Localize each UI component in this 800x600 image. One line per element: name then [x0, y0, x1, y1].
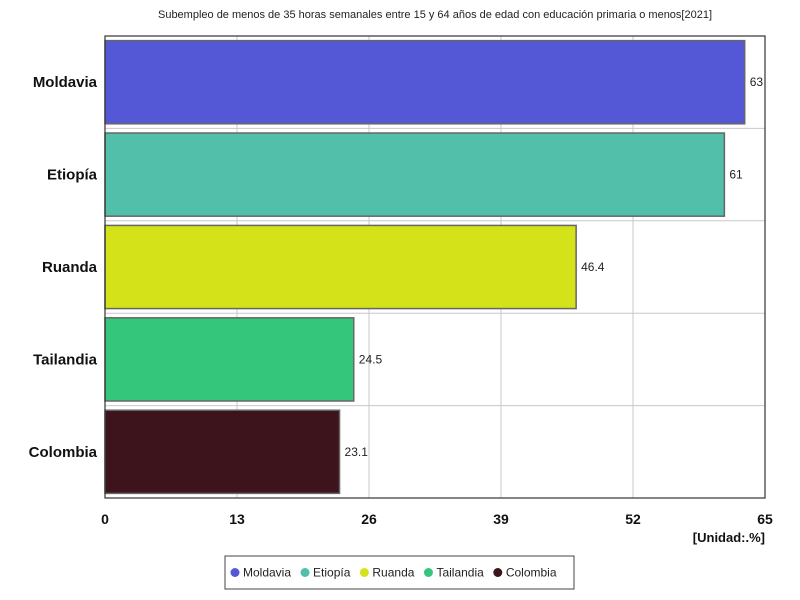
category-label: Moldavia [33, 74, 98, 91]
legend-swatch [300, 568, 310, 577]
category-label: Tailandia [33, 351, 98, 368]
unit-label: [Unidad:.%] [693, 530, 765, 545]
legend-swatch [230, 568, 240, 577]
value-label: 61 [729, 168, 743, 182]
bar-moldavia [104, 39, 746, 125]
value-label: 63 [750, 75, 764, 89]
plot-frame [104, 35, 766, 499]
value-label: 46.4 [581, 260, 605, 274]
x-tick-label: 13 [229, 511, 245, 527]
value-label: 24.5 [359, 352, 383, 366]
legend-item-label: Etiopía [313, 566, 351, 580]
legend-item-label: Colombia [506, 566, 557, 580]
bar-ruanda [104, 224, 577, 310]
category-label: Colombia [29, 444, 98, 461]
legend: Moldavia Etiopía Ruanda Tailandia Colombia [224, 555, 575, 590]
legend-item-label: Tailandia [436, 566, 484, 580]
bars: 63 61 46.4 24.5 23.1 [104, 39, 764, 495]
bar-etiopía [104, 132, 726, 217]
x-tick-label: 0 [101, 511, 109, 527]
x-tick-label: 26 [361, 511, 377, 527]
legend-item-label: Ruanda [372, 566, 414, 580]
legend-swatch [423, 568, 433, 577]
chart-title: Subempleo de menos de 35 horas semanales… [158, 9, 712, 21]
legend-item-label: Moldavia [243, 566, 291, 580]
axes: 0 13 26 39 52 65 Moldavia Etiopía Ruanda Tailandi… [29, 35, 773, 527]
category-label: Ruanda [42, 259, 98, 276]
legend-swatch [359, 568, 369, 577]
category-label: Etiopía [47, 167, 98, 184]
x-tick-label: 39 [493, 511, 509, 527]
legend-swatch [493, 568, 503, 577]
x-tick-label: 52 [625, 511, 641, 527]
bar-colombia [104, 409, 341, 495]
legend-box [224, 555, 575, 590]
x-tick-label: 65 [757, 511, 773, 527]
bar-tailandia [104, 317, 355, 402]
value-label: 23.1 [345, 445, 369, 459]
